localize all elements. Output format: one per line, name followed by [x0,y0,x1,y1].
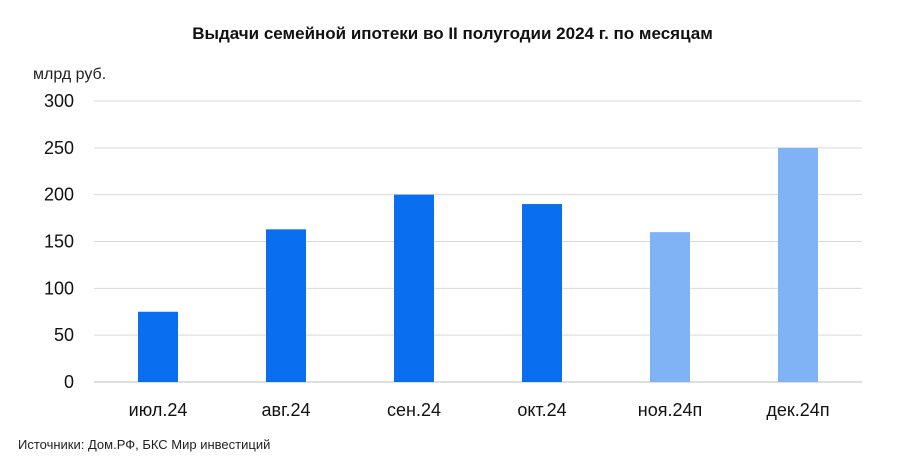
y-tick-label: 50 [54,325,74,345]
bar-6 [778,147,818,382]
x-tick-label: июл.24 [129,400,188,420]
y-axis-unit-label: млрд руб. [33,66,107,83]
x-tick-label: авг.24 [262,400,311,420]
x-tick-label: сен.24 [387,400,441,420]
y-tick-label: 150 [44,232,74,252]
y-tick-label: 200 [44,185,74,205]
chart-title: Выдачи семейной ипотеки во II полугодии … [192,24,713,43]
x-tick-label: ноя.24п [638,400,702,420]
x-tick-label: окт.24 [517,400,566,420]
bar-5 [650,232,690,382]
bar-1 [138,311,178,382]
y-tick-label: 100 [44,278,74,298]
source-note: Источники: Дом.РФ, БКС Мир инвестиций [18,437,271,452]
y-tick-label: 0 [64,372,74,392]
y-tick-label: 250 [44,138,74,158]
x-tick-labels: июл.24 авг.24 сен.24 окт.24 ноя.24п дек.24п [129,400,830,420]
x-tick-label: дек.24п [766,400,829,420]
gridlines [94,100,862,383]
y-tick-labels: 0 50 100 150 200 250 300 [44,91,74,392]
bar-2 [266,229,306,382]
bars [138,147,818,382]
y-tick-label: 300 [44,91,74,111]
bar-4 [522,204,562,382]
bar-3 [394,194,434,382]
